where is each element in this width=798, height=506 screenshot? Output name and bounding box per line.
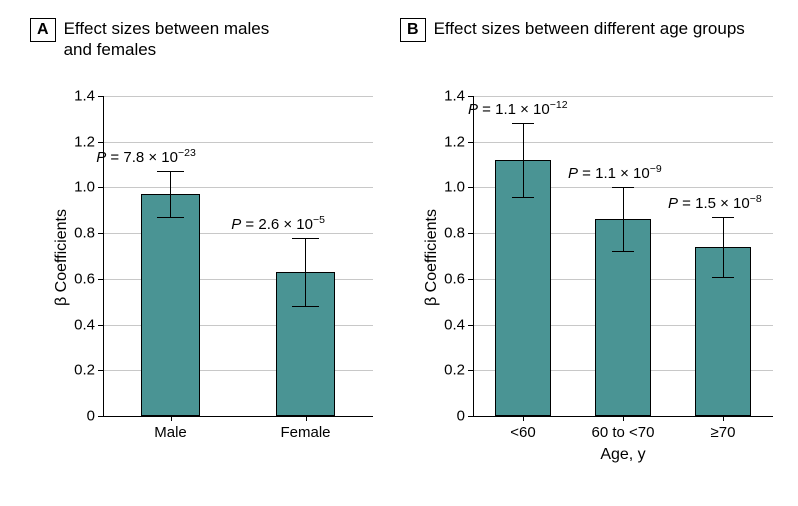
y-tick-label: 0 [87,408,95,425]
y-tick-label: 1.4 [444,88,465,105]
y-axis [103,96,104,416]
y-tick-label: 1.0 [74,179,95,196]
error-bar-cap [157,171,184,172]
x-tick-mark [623,416,624,421]
panel-B-title: Effect sizes between different age group… [434,18,745,39]
y-tick-label: 1.2 [444,133,465,150]
error-bar-cap [612,251,634,252]
panel-A-ylabel: β Coefficients [53,209,71,306]
x-tick-label: <60 [510,424,535,441]
panel-B-xlabel: Age, y [473,446,773,464]
panel-A-header: A Effect sizes between males and females [30,18,269,61]
panel-B-ylabel: β Coefficients [423,209,441,306]
error-bar-cap [512,123,534,124]
x-tick-label: Male [154,424,187,441]
panel-A-plot: 00.20.40.60.81.01.21.4MaleP = 7.8 × 10−2… [103,96,373,416]
error-bar-stem [523,123,524,196]
grid-line [473,142,773,143]
error-bar-cap [712,277,734,278]
grid-line [103,96,373,97]
grid-line [103,187,373,188]
p-value-annotation: P = 1.5 × 10−8 [668,193,762,212]
error-bar-cap [712,217,734,218]
x-tick-mark [171,416,172,421]
y-tick-label: 0.2 [444,362,465,379]
y-tick-label: 0.6 [74,270,95,287]
y-tick-label: 1.2 [74,133,95,150]
y-tick-label: 0.4 [444,316,465,333]
y-tick-label: 0.4 [74,316,95,333]
error-bar-cap [292,306,319,307]
error-bar-stem [305,238,306,307]
p-value-annotation: P = 1.1 × 10−9 [568,163,662,182]
error-bar-cap [157,217,184,218]
x-tick-label: Female [280,424,330,441]
panel-A-letter: A [30,18,56,42]
error-bar-cap [292,238,319,239]
x-tick-label: ≥70 [711,424,736,441]
error-bar-cap [612,187,634,188]
grid-line [473,96,773,97]
y-tick-label: 0.8 [74,225,95,242]
error-bar-cap [512,197,534,198]
panel-B-letter: B [400,18,426,42]
grid-line [103,142,373,143]
bar [495,160,551,416]
y-tick-label: 0.6 [444,270,465,287]
x-tick-mark [523,416,524,421]
x-tick-label: 60 to <70 [592,424,655,441]
x-tick-mark [306,416,307,421]
error-bar-stem [170,171,171,217]
y-tick-label: 0.8 [444,225,465,242]
bar [141,194,200,416]
y-tick-label: 1.4 [74,88,95,105]
y-tick-label: 1.0 [444,179,465,196]
figure-root: A Effect sizes between males and females… [0,0,798,506]
x-axis [103,416,373,417]
p-value-annotation: P = 7.8 × 10−23 [96,147,196,166]
y-axis [473,96,474,416]
p-value-annotation: P = 2.6 × 10−5 [231,214,325,233]
y-tick-label: 0.2 [74,362,95,379]
error-bar-stem [623,187,624,251]
y-tick-label: 0 [457,408,465,425]
x-tick-mark [723,416,724,421]
panel-A-title: Effect sizes between males and females [64,18,270,61]
panel-B-header: B Effect sizes between different age gro… [400,18,745,42]
error-bar-stem [723,217,724,276]
panel-B-plot: 00.20.40.60.81.01.21.4<60P = 1.1 × 10−12… [473,96,773,416]
p-value-annotation: P = 1.1 × 10−12 [468,99,568,118]
